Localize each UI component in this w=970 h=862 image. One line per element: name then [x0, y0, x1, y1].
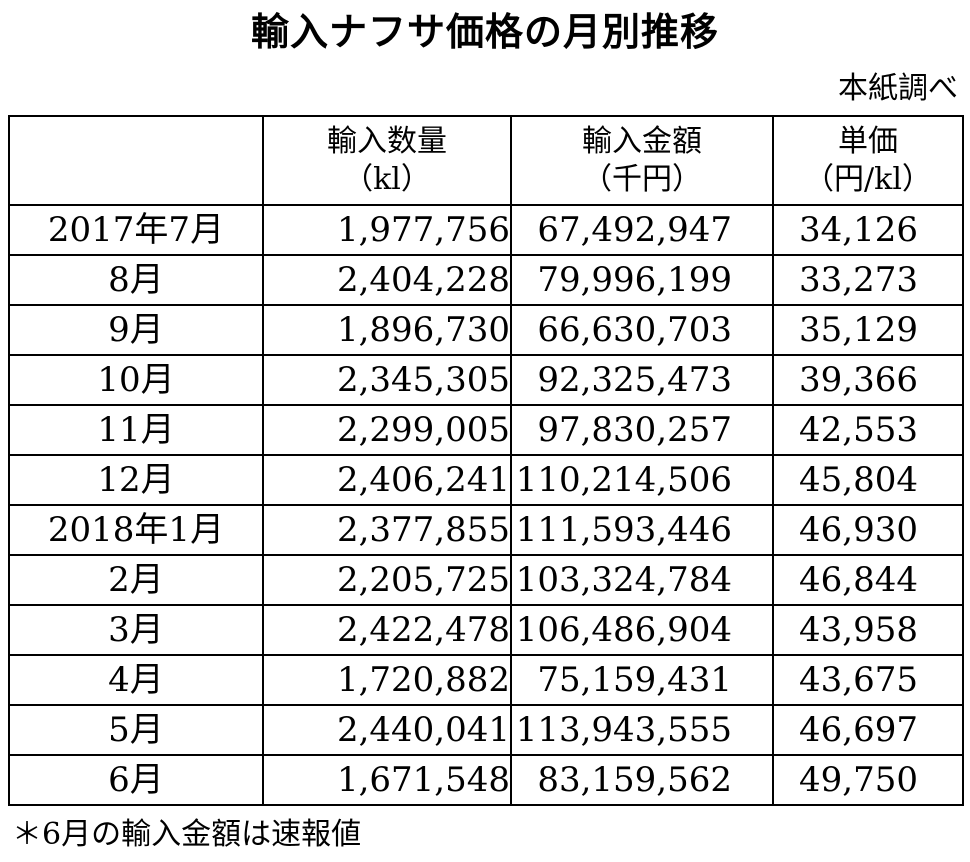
quantity-cell: 2,377,855	[262, 504, 512, 556]
table-header-row: 輸入数量 （kl） 輸入金額 （千円） 単価 （円/kl）	[8, 115, 964, 206]
table-row: 3月 2,422,478 106,486,904 43,958	[8, 604, 964, 656]
price-cell: 46,844	[772, 554, 964, 606]
table-row: 5月 2,440,041 113,943,555 46,697	[8, 704, 964, 756]
price-cell: 46,930	[772, 504, 964, 556]
quantity-cell: 1,977,756	[262, 204, 512, 256]
price-cell: 43,675	[772, 654, 964, 706]
quantity-cell: 2,205,725	[262, 554, 512, 606]
month-cell: 11月	[8, 404, 264, 456]
amount-cell: 103,324,784	[510, 554, 774, 606]
month-cell: 8月	[8, 254, 264, 306]
table-row: 12月 2,406,241 110,214,506 45,804	[8, 454, 964, 506]
table-row: 10月 2,345,305 92,325,473 39,366	[8, 354, 964, 406]
header-amount: 輸入金額 （千円）	[510, 115, 774, 206]
price-cell: 46,697	[772, 704, 964, 756]
header-price-label: 単価	[838, 123, 898, 159]
price-cell: 35,129	[772, 304, 964, 356]
amount-cell: 106,486,904	[510, 604, 774, 656]
table-row: 2月 2,205,725 103,324,784 46,844	[8, 554, 964, 606]
table-row: 6月 1,671,548 83,159,562 49,750	[8, 754, 964, 806]
header-quantity-unit: （kl）	[343, 161, 431, 197]
header-month	[8, 115, 264, 206]
page-title: 輸入ナフサ価格の月別推移	[250, 10, 719, 54]
amount-cell: 92,325,473	[510, 354, 774, 406]
amount-cell: 79,996,199	[510, 254, 774, 306]
amount-cell: 67,492,947	[510, 204, 774, 256]
month-cell: 2017年7月	[8, 204, 264, 256]
price-cell: 33,273	[772, 254, 964, 306]
table-row: 2017年7月 1,977,756 67,492,947 34,126	[8, 204, 964, 256]
month-cell: 5月	[8, 704, 264, 756]
quantity-cell: 2,404,228	[262, 254, 512, 306]
amount-cell: 110,214,506	[510, 454, 774, 506]
month-cell: 6月	[8, 754, 264, 806]
naphtha-price-table: 輸入数量 （kl） 輸入金額 （千円） 単価 （円/kl） 2017年7月 1,…	[8, 115, 964, 806]
amount-cell: 113,943,555	[510, 704, 774, 756]
header-price-unit: （円/kl）	[804, 161, 932, 197]
month-cell: 9月	[8, 304, 264, 356]
month-cell: 3月	[8, 604, 264, 656]
price-cell: 43,958	[772, 604, 964, 656]
month-cell: 12月	[8, 454, 264, 506]
quantity-cell: 2,440,041	[262, 704, 512, 756]
price-cell: 39,366	[772, 354, 964, 406]
amount-cell: 83,159,562	[510, 754, 774, 806]
table-row: 9月 1,896,730 66,630,703 35,129	[8, 304, 964, 356]
price-cell: 42,553	[772, 404, 964, 456]
header-amount-unit: （千円）	[582, 161, 702, 197]
quantity-cell: 2,345,305	[262, 354, 512, 406]
amount-cell: 97,830,257	[510, 404, 774, 456]
price-cell: 49,750	[772, 754, 964, 806]
price-cell: 34,126	[772, 204, 964, 256]
amount-cell: 75,159,431	[510, 654, 774, 706]
month-cell: 2月	[8, 554, 264, 606]
amount-cell: 66,630,703	[510, 304, 774, 356]
table-row: 8月 2,404,228 79,996,199 33,273	[8, 254, 964, 306]
quantity-cell: 1,720,882	[262, 654, 512, 706]
quantity-cell: 2,422,478	[262, 604, 512, 656]
quantity-cell: 2,299,005	[262, 404, 512, 456]
month-cell: 10月	[8, 354, 264, 406]
quantity-cell: 1,671,548	[262, 754, 512, 806]
header-quantity-label: 輸入数量	[327, 123, 447, 159]
month-cell: 4月	[8, 654, 264, 706]
header-quantity: 輸入数量 （kl）	[262, 115, 512, 206]
header-amount-label: 輸入金額	[582, 123, 702, 159]
header-price: 単価 （円/kl）	[772, 115, 964, 206]
table-row: 2018年1月 2,377,855 111,593,446 46,930	[8, 504, 964, 556]
table-row: 11月 2,299,005 97,830,257 42,553	[8, 404, 964, 456]
month-cell: 2018年1月	[8, 504, 264, 556]
price-cell: 45,804	[772, 454, 964, 506]
source-label: 本紙調べ	[838, 71, 958, 106]
quantity-cell: 2,406,241	[262, 454, 512, 506]
footnote: ＊6月の輸入金額は速報値	[12, 817, 362, 852]
quantity-cell: 1,896,730	[262, 304, 512, 356]
amount-cell: 111,593,446	[510, 504, 774, 556]
table-row: 4月 1,720,882 75,159,431 43,675	[8, 654, 964, 706]
